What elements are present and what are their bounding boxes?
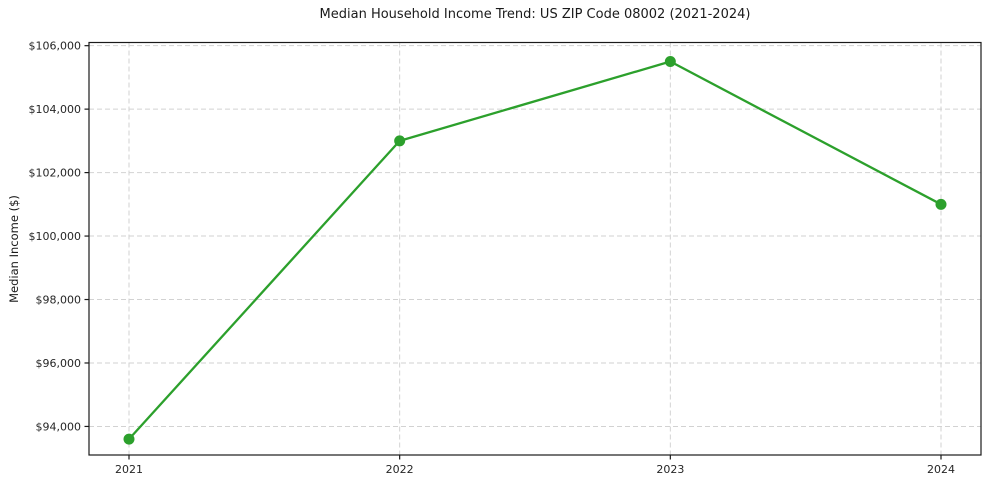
chart-title: Median Household Income Trend: US ZIP Co… xyxy=(319,7,751,22)
y-tick-label: $94,000 xyxy=(36,420,82,433)
x-tick-label: 2023 xyxy=(656,463,684,476)
data-point-2021 xyxy=(123,433,135,445)
plot-border xyxy=(88,41,982,456)
y-tick-label: $96,000 xyxy=(36,357,82,370)
data-point-2022 xyxy=(394,135,406,147)
y-tick-label: $102,000 xyxy=(29,167,82,180)
x-tick-label: 2024 xyxy=(927,463,955,476)
data-point-2023 xyxy=(664,56,676,68)
x-tick-label: 2022 xyxy=(386,463,414,476)
y-tick-label: $104,000 xyxy=(29,103,82,116)
y-tick-label: $98,000 xyxy=(36,294,82,307)
data-point-2024 xyxy=(935,198,947,210)
y-tick-label: $100,000 xyxy=(29,230,82,243)
trend-line xyxy=(127,60,943,441)
y-tick-label: $106,000 xyxy=(29,40,82,53)
x-tick-label: 2021 xyxy=(115,463,143,476)
